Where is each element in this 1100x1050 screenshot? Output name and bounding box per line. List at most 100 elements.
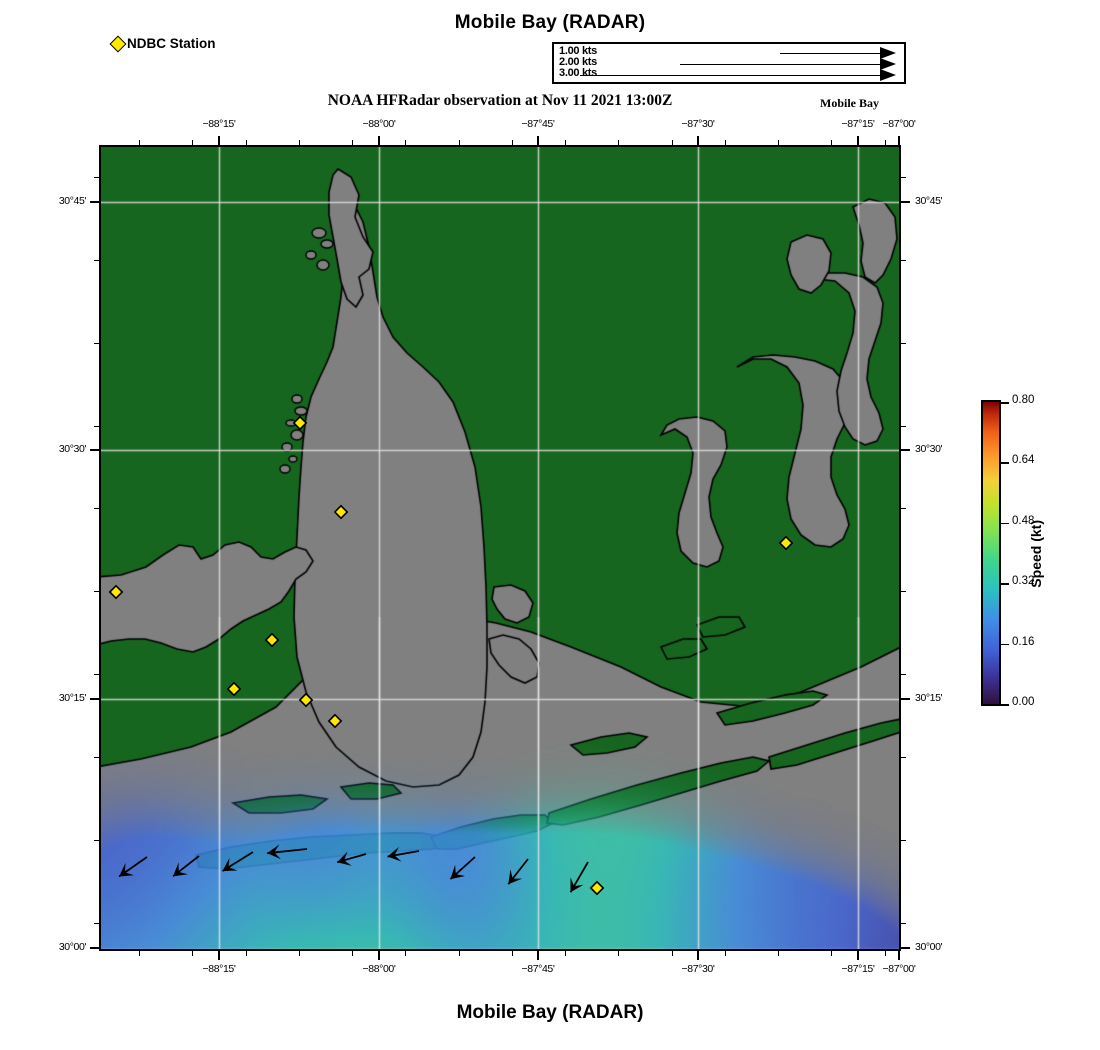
- current-vector-arrow: [221, 851, 254, 872]
- ndbc-station-marker[interactable]: [298, 692, 314, 708]
- colorbar-tick-label: 0.48: [1012, 514, 1035, 527]
- radar-map[interactable]: [99, 145, 901, 951]
- axis-minor-tick: [565, 951, 567, 956]
- axis-minor-tick: [458, 951, 460, 956]
- axis-minor-tick: [618, 140, 620, 145]
- axis-minor-tick: [94, 425, 99, 427]
- latitude-axis-left: 30°45' 30°30' 30°15' 30°00': [0, 145, 99, 953]
- vector-scale-legend: 1.00 kts 2.00 kts 3.00 kts: [552, 42, 906, 84]
- vector-scale-arrowhead-3: [880, 69, 896, 81]
- colorbar-tick: [1001, 522, 1009, 525]
- axis-minor-tick: [94, 839, 99, 841]
- vector-scale-arrowhead-1: [880, 47, 896, 59]
- current-vector-arrow: [172, 855, 200, 878]
- axis-minor-tick: [139, 951, 141, 956]
- axis-minor-tick: [94, 177, 99, 179]
- ndbc-station-legend-label: NDBC Station: [127, 36, 216, 51]
- axis-minor-tick: [901, 839, 906, 841]
- axis-minor-tick: [94, 260, 99, 261]
- axis-minor-tick: [298, 140, 300, 145]
- latitude-tick-label: 30°45': [58, 195, 87, 207]
- ndbc-station-marker[interactable]: [108, 584, 124, 600]
- axis-minor-tick: [724, 140, 726, 145]
- region-label: Mobile Bay: [820, 96, 879, 110]
- axis-minor-tick: [511, 140, 513, 145]
- current-vector-arrow: [569, 861, 589, 893]
- axis-minor-tick: [671, 951, 673, 956]
- colorbar-tick: [1001, 643, 1009, 646]
- axis-minor-tick: [901, 674, 906, 676]
- current-vector-arrow: [449, 856, 476, 880]
- current-vector-arrow: [118, 856, 148, 878]
- current-vector-arrow: [336, 851, 367, 866]
- axis-minor-tick: [352, 951, 354, 956]
- axis-major-tick: [901, 947, 910, 949]
- ndbc-station-marker[interactable]: [778, 535, 794, 551]
- colorbar-tick-label: 0.00: [1012, 696, 1035, 708]
- axis-minor-tick: [901, 922, 906, 924]
- axis-minor-tick: [94, 508, 99, 510]
- latitude-tick-label: 30°45': [915, 195, 943, 207]
- vector-scale-arrowhead-2: [880, 58, 896, 70]
- axis-minor-tick: [511, 951, 513, 956]
- longitude-tick-label: −87°45': [521, 118, 555, 130]
- longitude-tick-label: −88°00': [362, 963, 396, 975]
- longitude-tick-label: −87°15': [841, 118, 875, 130]
- axis-major-tick: [857, 951, 859, 960]
- axis-minor-tick: [671, 140, 673, 145]
- axis-minor-tick: [724, 951, 726, 956]
- speed-colorbar: 0.80 0.64 0.48 0.32 0.16 0.00 Speed (kt): [981, 394, 1044, 708]
- bottom-caption: Mobile Bay (RADAR): [456, 1002, 644, 1023]
- colorbar-title: Speed (kt): [1028, 520, 1044, 588]
- axis-minor-tick: [901, 260, 906, 261]
- colorbar-gradient: [981, 400, 1001, 706]
- axis-minor-tick: [94, 591, 99, 593]
- axis-minor-tick: [192, 140, 194, 145]
- ndbc-station-marker[interactable]: [333, 504, 349, 520]
- longitude-tick-label: −87°30': [681, 963, 715, 975]
- ndbc-station-marker[interactable]: [589, 880, 605, 896]
- longitude-tick-label: −88°15': [202, 963, 236, 975]
- latitude-tick-label: 30°30': [58, 443, 87, 455]
- axis-minor-tick: [94, 342, 99, 344]
- map-raster-layer: [101, 147, 899, 949]
- longitude-tick-label: −88°00': [362, 118, 396, 130]
- longitude-tick-label: −87°45': [521, 963, 555, 975]
- ndbc-station-marker[interactable]: [327, 713, 343, 729]
- axis-minor-tick: [901, 425, 906, 427]
- axis-major-tick: [218, 136, 220, 145]
- axis-minor-tick: [245, 140, 247, 145]
- observation-subtitle: NOAA HFRadar observation at Nov 11 2021 …: [327, 92, 673, 109]
- vector-scale-shaft-3: [580, 75, 880, 76]
- ndbc-station-legend: NDBC Station: [109, 35, 216, 52]
- axis-minor-tick: [94, 756, 99, 758]
- axis-minor-tick: [298, 951, 300, 956]
- axis-major-tick: [378, 136, 380, 145]
- axis-minor-tick: [901, 342, 906, 344]
- ndbc-station-marker[interactable]: [226, 681, 242, 697]
- map-vector-layer: [108, 415, 794, 896]
- longitude-tick-label: −88°15': [202, 118, 236, 130]
- longitude-axis-top: −88°15' −88°00' −87°45' −87°30' −87°15' −87°0…: [0, 118, 1100, 145]
- axis-minor-tick: [831, 140, 833, 145]
- axis-minor-tick: [245, 951, 247, 956]
- ndbc-station-marker[interactable]: [264, 632, 280, 648]
- vector-scale-row-2: 2.00 kts: [554, 56, 904, 70]
- longitude-axis-bottom: −88°15' −88°00' −87°45' −87°30' −87°15' −87°0…: [0, 951, 1100, 981]
- colorbar-tick-label: 0.64: [1012, 454, 1035, 467]
- axis-major-tick: [901, 698, 910, 700]
- ndbc-station-marker[interactable]: [292, 415, 308, 431]
- colorbar-tick-label: 0.80: [1012, 394, 1035, 406]
- latitude-tick-label: 30°00': [915, 941, 943, 953]
- axis-minor-tick: [884, 951, 886, 956]
- axis-minor-tick: [618, 951, 620, 956]
- ndbc-station-diamond-icon: [109, 35, 127, 52]
- longitude-tick-label: −87°00': [882, 963, 916, 975]
- axis-major-tick: [697, 136, 699, 145]
- vector-scale-row-1: 1.00 kts: [554, 45, 904, 59]
- axis-major-tick: [218, 951, 220, 960]
- latitude-axis-right: 30°45' 30°30' 30°15' 30°00': [901, 145, 1021, 953]
- longitude-tick-label: −87°30': [681, 118, 715, 130]
- axis-major-tick: [537, 136, 539, 145]
- axis-minor-tick: [352, 140, 354, 145]
